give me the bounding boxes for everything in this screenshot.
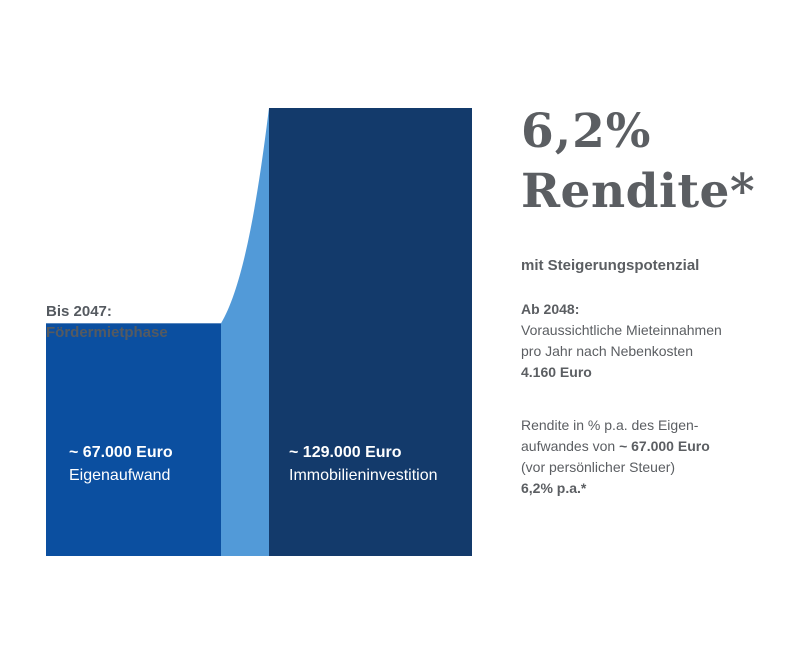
rendite-block: Rendite in % p.a. des Eigen- aufwandes v… <box>521 415 710 499</box>
bar-category-label: Eigenaufwand <box>69 467 171 484</box>
rendite-line-2-prefix: aufwandes von <box>521 438 620 454</box>
info-value: 4.160 Euro <box>521 364 592 380</box>
bar-label-eigenaufwand: ~ 67.000 Euro Eigenaufwand <box>69 441 173 487</box>
subtitle: mit Steigerungspotenzial <box>521 257 700 274</box>
bar-immobilieninvestition <box>269 108 472 556</box>
headline-percent: 6,2% <box>521 104 652 159</box>
info-line-1: Voraussichtliche Mieteinnahmen <box>521 322 722 338</box>
info-block: Ab 2048: Voraussichtliche Mieteinnahmen … <box>521 299 722 383</box>
rendite-line-3: (vor persönlicher Steuer) <box>521 459 676 475</box>
info-heading: Ab 2048: <box>521 301 580 317</box>
phase-label: Bis 2047: Fördermietphase <box>46 301 168 343</box>
bar-value-label: ~ 67.000 Euro <box>69 444 173 461</box>
bar-label-immobilieninvestition: ~ 129.000 Euro Immobilieninvestition <box>289 441 438 487</box>
phase-label-line-2: Fördermietphase <box>46 324 168 341</box>
rendite-value: 6,2% p.a.* <box>521 480 587 496</box>
headline-word: Rendite* <box>521 164 756 219</box>
info-line-2: pro Jahr nach Nebenkosten <box>521 343 693 359</box>
rendite-line-2-value: ~ 67.000 Euro <box>619 438 710 454</box>
bar-eigenaufwand <box>46 323 221 556</box>
bar-category-label: Immobilieninvestition <box>289 467 438 484</box>
growth-connector <box>221 108 269 556</box>
rendite-line-2: aufwandes von ~ 67.000 Euro <box>521 436 710 457</box>
bar-value-label: ~ 129.000 Euro <box>289 444 402 461</box>
phase-label-line-1: Bis 2047: <box>46 303 112 320</box>
rendite-line-1: Rendite in % p.a. des Eigen- <box>521 417 699 433</box>
headline: 6,2% Rendite* <box>521 102 755 222</box>
